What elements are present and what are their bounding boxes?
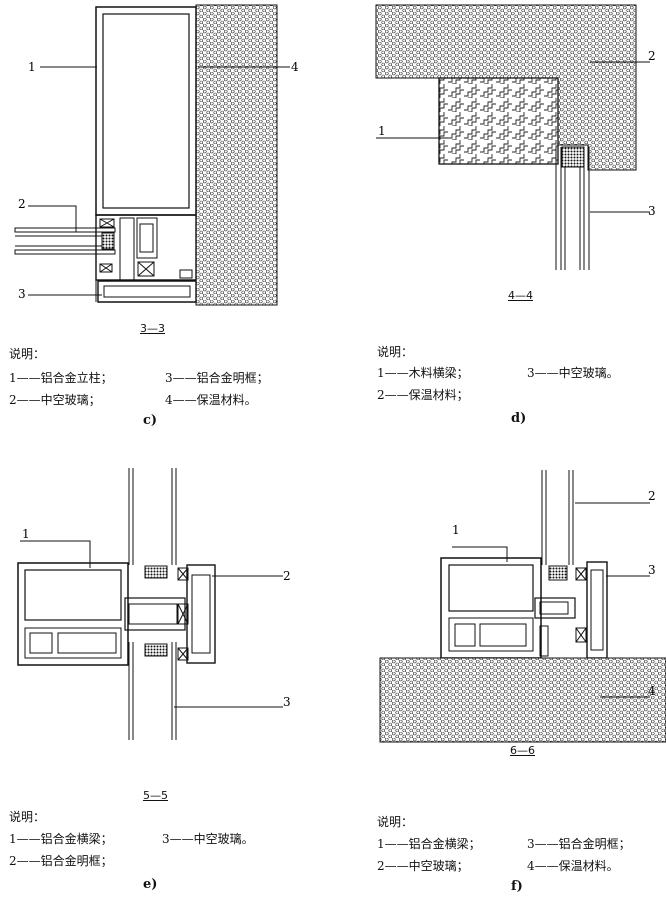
legend-item-d-2: 2——保温材料； xyxy=(377,388,469,402)
aluminum-frame xyxy=(586,561,608,659)
panel-f-drawing xyxy=(379,470,666,743)
legend-title-c: 说明： xyxy=(9,347,46,361)
legend-item-c-1: 1——铝合金立柱； xyxy=(9,371,113,385)
section-mark-f: 6—6 xyxy=(510,744,535,757)
legend-item-f-1: 1——铝合金横梁； xyxy=(377,837,481,851)
sealant xyxy=(561,146,585,168)
panel-d-drawing xyxy=(375,4,650,270)
callout-f-4: 4 xyxy=(648,684,656,698)
insulation-block xyxy=(375,4,637,171)
callout-f-2: 2 xyxy=(648,489,656,503)
legend-item-e-1: 1——铝合金横梁； xyxy=(9,832,113,846)
panel-label-d: d) xyxy=(511,411,527,426)
callout-f-1: 1 xyxy=(452,523,460,537)
panel-c-drawing xyxy=(14,4,290,306)
callout-d-3: 3 xyxy=(648,204,656,218)
legend-item-f-2: 2——中空玻璃； xyxy=(377,859,469,873)
legend-title-f: 说明： xyxy=(377,815,414,829)
callout-e-3: 3 xyxy=(283,695,291,709)
callout-e-2: 2 xyxy=(283,569,291,583)
callout-d-1: 1 xyxy=(378,124,386,138)
aluminum-beam xyxy=(17,562,129,666)
callout-d-2: 2 xyxy=(648,49,656,63)
insulation-block xyxy=(379,657,666,743)
sealant xyxy=(548,565,568,581)
callout-c-3: 3 xyxy=(18,287,26,301)
panel-label-e: e) xyxy=(143,877,158,892)
sealant xyxy=(101,232,115,250)
legend-item-d-1: 1——木料横梁； xyxy=(377,366,469,380)
sealant xyxy=(144,643,168,657)
sealant xyxy=(144,565,168,579)
panel-e-drawing xyxy=(17,468,283,740)
callout-e-1: 1 xyxy=(22,527,30,541)
aluminum-frame xyxy=(97,280,197,303)
legend-item-c-4: 4——保温材料。 xyxy=(165,393,257,407)
legend-title-d: 说明： xyxy=(377,345,414,359)
glass-pane xyxy=(14,249,116,255)
callout-c-1: 1 xyxy=(28,60,36,74)
legend-item-e-2: 2——铝合金明框； xyxy=(9,854,113,868)
legend-item-f-3: 3——铝合金明框； xyxy=(527,837,631,851)
section-mark-c: 3—3 xyxy=(140,322,165,335)
legend-item-e-3: 3——中空玻璃。 xyxy=(162,832,254,846)
callout-c-2: 2 xyxy=(18,197,26,211)
legend-item-f-4: 4——保温材料。 xyxy=(527,859,619,873)
callout-c-4: 4 xyxy=(291,60,299,74)
callout-f-3: 3 xyxy=(648,563,656,577)
aluminum-frame xyxy=(186,564,216,664)
section-mark-e: 5—5 xyxy=(143,789,168,802)
legend-item-c-3: 3——铝合金明框； xyxy=(165,371,269,385)
glass-pane xyxy=(14,227,116,233)
insulation-block xyxy=(195,4,278,306)
aluminum-mullion xyxy=(95,6,197,216)
section-mark-d: 4—4 xyxy=(508,289,533,302)
legend-item-c-2: 2——中空玻璃； xyxy=(9,393,101,407)
panel-label-f: f) xyxy=(511,879,523,894)
timber-beam xyxy=(438,77,559,165)
legend-title-e: 说明： xyxy=(9,810,46,824)
legend-item-d-3: 3——中空玻璃。 xyxy=(527,366,619,380)
panel-label-c: c) xyxy=(143,413,158,428)
